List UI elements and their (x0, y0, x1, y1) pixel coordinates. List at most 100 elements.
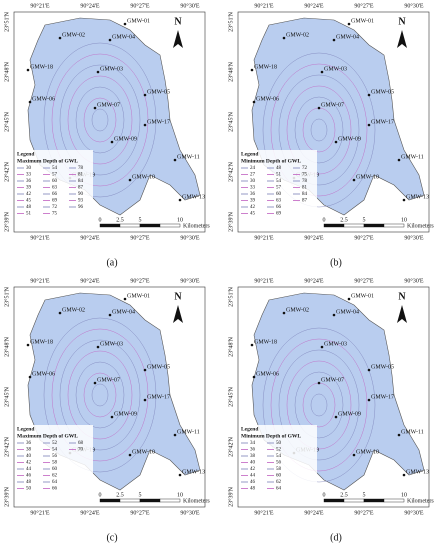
well-point (28, 375, 32, 379)
longitude-label: 90°24'E (80, 234, 99, 241)
contour-line (67, 75, 133, 165)
longitude-label: 90°21'E (30, 509, 49, 516)
well-point (367, 123, 371, 127)
legend-value: 84 (78, 179, 84, 184)
legend-value: 30 (26, 166, 32, 171)
scale-unit: Kilometers (407, 498, 434, 504)
panel-label: (a) (106, 257, 117, 268)
well-label: GMW-07 (321, 377, 344, 383)
well-label: GMW-09 (114, 136, 137, 142)
latitude-label: 23°51'N (227, 11, 234, 31)
legend-value: 34 (250, 441, 256, 446)
legend-value: 52 (52, 441, 58, 446)
latitude-label: 23°45'N (227, 386, 234, 406)
contour-line (91, 383, 109, 407)
longitude-label: 90°30'E (404, 2, 423, 9)
well-label: GMW-01 (127, 18, 150, 24)
scale-label: 2.5 (116, 217, 124, 223)
latitude-label: 23°39'N (227, 486, 234, 506)
legend-value: 70 (78, 448, 84, 453)
latitude-label: 23°51'N (3, 286, 10, 306)
well-label: GMW-11 (177, 154, 200, 160)
latitude-label: 23°39'N (3, 211, 10, 231)
contour-line (59, 339, 141, 451)
well-label: GMW-09 (338, 136, 361, 142)
well-label: GMW-13 (406, 194, 429, 200)
well-label: GMW-17 (147, 394, 170, 400)
latitude-label: 23°39'N (3, 486, 10, 506)
longitude-label: 90°30'E (180, 234, 199, 241)
legend-value: 56 (276, 461, 282, 466)
well-point (252, 100, 256, 104)
legend-value: 50 (26, 487, 32, 492)
well-point (320, 70, 324, 74)
well-label: GMW-02 (286, 32, 309, 38)
longitude-label: 90°21'E (254, 2, 273, 9)
longitude-label: 90°21'E (30, 277, 49, 284)
legend-value: 72 (52, 205, 58, 210)
scale-segment (159, 223, 181, 228)
well-point (93, 106, 97, 110)
well-point (347, 22, 351, 26)
well-point (143, 93, 147, 97)
legend-value: 72 (302, 166, 308, 171)
well-point (317, 106, 321, 110)
scale-segment (343, 223, 365, 228)
well-point (397, 433, 401, 437)
legend-title: Minimum Depth of GWL (241, 158, 301, 164)
legend-box (15, 150, 93, 222)
longitude-label: 90°24'E (80, 2, 99, 9)
latitude-label: 23°45'N (3, 386, 10, 406)
latitude-label: 23°42'N (3, 161, 10, 181)
legend-value: 48 (26, 480, 32, 485)
longitude-label: 90°27'E (354, 2, 373, 9)
latitude-label: 23°42'N (3, 436, 10, 456)
scale-segment (119, 223, 141, 228)
well-label: GMW-03 (100, 66, 123, 72)
contour-line (67, 350, 133, 440)
contour-line (278, 349, 360, 461)
panel-label: (d) (330, 532, 342, 543)
longitude-label: 90°21'E (254, 234, 273, 241)
legend-value: 54 (276, 454, 282, 459)
contour-line (43, 42, 157, 198)
north-arrow (397, 30, 407, 48)
scale-segment (363, 498, 385, 503)
well-label: GMW-13 (182, 469, 205, 475)
scale-unit: Kilometers (407, 223, 434, 229)
contour-line (270, 338, 368, 472)
scale-label: 5 (139, 492, 142, 498)
well-point (143, 368, 147, 372)
longitude-label: 90°24'E (80, 509, 99, 516)
legend-value: 75 (52, 212, 58, 217)
longitude-label: 90°24'E (80, 277, 99, 284)
scale-segment (383, 498, 405, 503)
legend-value: 68 (78, 441, 84, 446)
legend-value: 58 (52, 461, 58, 466)
legend-value: 58 (276, 467, 282, 472)
scale-label: 5 (139, 217, 142, 223)
well-point (143, 123, 147, 127)
legend-value: 36 (250, 192, 256, 197)
scale-label: 5 (363, 217, 366, 223)
north-arrow (397, 305, 407, 323)
legend-value: 48 (26, 205, 32, 210)
well-point (28, 100, 32, 104)
legend-value: 60 (52, 179, 58, 184)
map-panel: 90°21'E 90°21'E 90°24'E 90°24'E 90°27'E 90°27… (227, 2, 434, 268)
well-point (402, 198, 406, 202)
legend-value: 60 (276, 474, 282, 479)
well-label: GMW-02 (62, 307, 85, 313)
north-arrow (173, 305, 183, 323)
well-point (26, 343, 30, 347)
well-label: GMW-18 (254, 64, 277, 70)
legend-value: 24 (250, 166, 256, 171)
well-point (402, 473, 406, 477)
legend-heading: Legend (17, 426, 34, 432)
legend-value: 42 (26, 192, 32, 197)
scale-segment (119, 498, 141, 503)
legend-heading: Legend (17, 151, 34, 157)
contour-line (262, 52, 376, 208)
well-label: GMW-10 (132, 174, 155, 180)
well-label: GMW-02 (62, 32, 85, 38)
